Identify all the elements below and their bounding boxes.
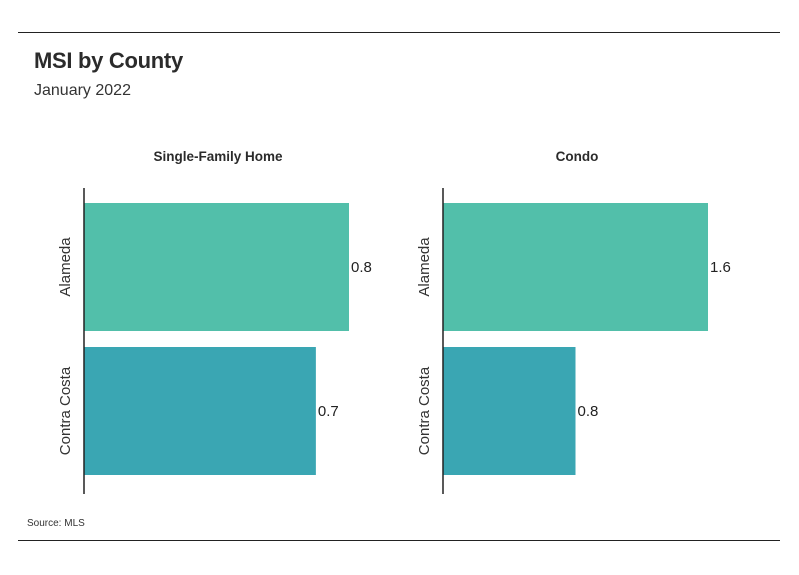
category-label: Alameda [57,237,74,297]
bar-alameda [84,203,349,331]
bottom-rule [18,540,780,541]
panel-title: Condo [556,149,599,164]
chart-panel-1: Single-Family Home 0.8 Alameda 0.7 Contra Co… [57,149,372,494]
panel-title: Single-Family Home [153,149,283,164]
bar-contra-costa [443,347,576,475]
category-label: Contra Costa [57,366,74,455]
data-label: 0.8 [578,403,599,420]
category-label: Contra Costa [416,366,433,455]
chart-subtitle: January 2022 [34,82,131,99]
top-rule [18,32,780,33]
category-label: Alameda [416,237,433,297]
source-note: Source: MLS [27,518,85,529]
data-label: 0.8 [351,259,372,276]
bar-alameda [443,203,708,331]
chart-title: MSI by County [34,48,183,73]
chart-panel-2: Condo 1.6 Alameda 0.8 Contra Costa [416,149,731,494]
bar-contra-costa [84,347,316,475]
data-label: 1.6 [710,259,731,276]
data-label: 0.7 [318,403,339,420]
